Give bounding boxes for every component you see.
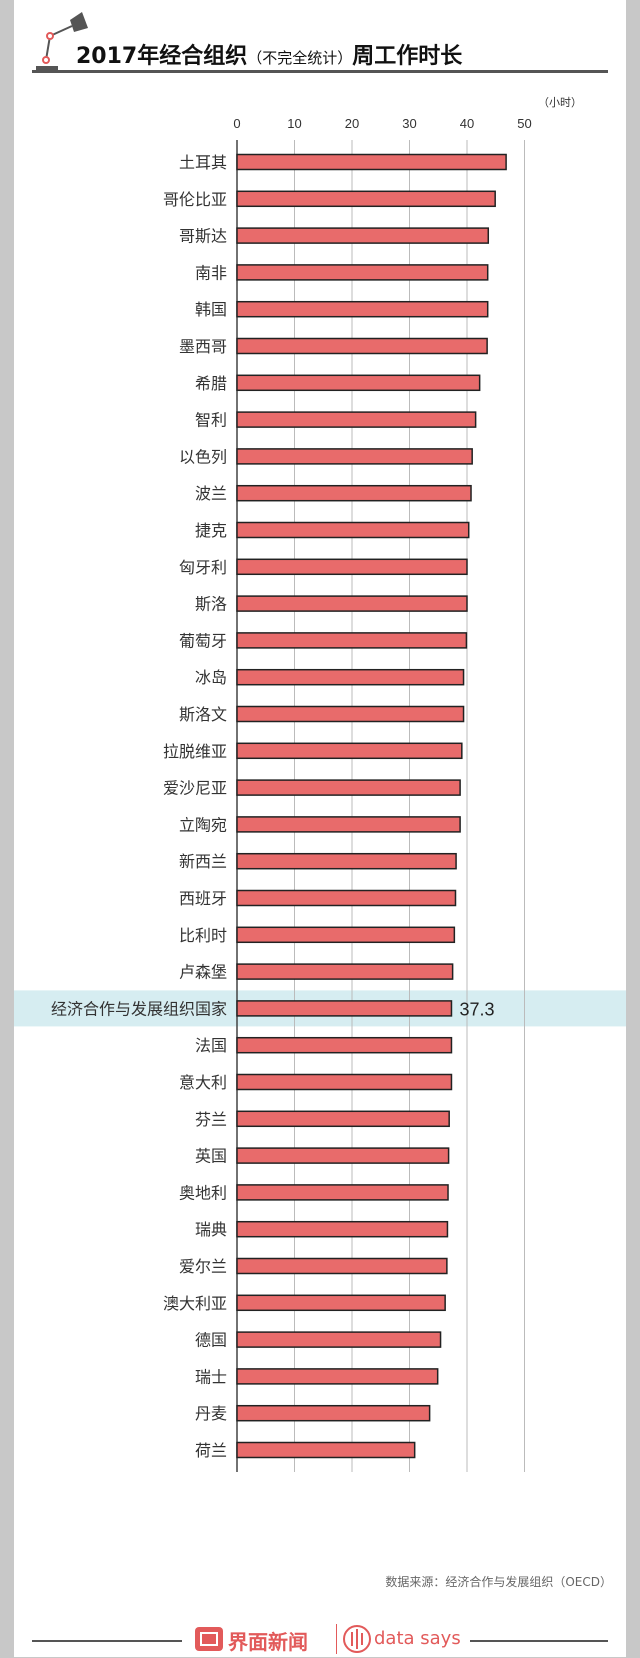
category-label: 韩国	[195, 300, 227, 319]
category-label: 法国	[195, 1036, 227, 1055]
bar	[236, 1257, 448, 1275]
category-label: 斯洛文	[179, 705, 227, 724]
title-main-end: 周工作时长	[352, 44, 463, 69]
source-note: 数据来源：经济合作与发展组织（OECD）	[385, 1575, 612, 1589]
bar	[236, 190, 496, 208]
category-label: 南非	[195, 263, 227, 282]
bar	[236, 705, 465, 723]
category-label: 荷兰	[195, 1441, 227, 1460]
x-tick-label: 0	[233, 116, 240, 131]
category-label: 爱沙尼亚	[163, 779, 227, 798]
category-label: 经济合作与发展组织国家	[51, 999, 227, 1018]
data-label: 37.3	[459, 999, 494, 1019]
category-label: 墨西哥	[179, 337, 227, 356]
bar	[236, 926, 456, 944]
bar	[236, 668, 465, 686]
category-label: 奥地利	[179, 1183, 227, 1202]
footer-rule-left	[32, 1640, 182, 1642]
bar-chart: 0 10 20 30 40 50 土耳其哥伦比亚哥斯达南非韩国墨西哥希腊智利以色列波兰捷克匈…	[14, 116, 626, 1472]
bar	[236, 448, 473, 465]
x-tick-label: 40	[460, 116, 474, 131]
bar	[236, 816, 461, 833]
category-label: 爱尔兰	[179, 1257, 227, 1276]
bar	[236, 1000, 453, 1017]
bar	[236, 1441, 416, 1459]
category-label: 西班牙	[179, 889, 227, 908]
category-label: 瑞士	[195, 1367, 227, 1386]
category-label: 意大利	[179, 1073, 227, 1092]
chart-title: 2017年经合组织（不完全统计）周工作时长	[76, 38, 462, 70]
category-label: 波兰	[195, 484, 227, 503]
title-rule	[32, 70, 608, 73]
category-label: 新西兰	[179, 852, 227, 871]
category-label: 澳大利亚	[163, 1294, 227, 1313]
bar	[236, 521, 470, 539]
category-label: 瑞典	[195, 1220, 227, 1239]
bar	[236, 1147, 450, 1164]
bar	[236, 595, 468, 612]
category-label: 比利时	[179, 926, 227, 945]
category-label: 英国	[195, 1147, 227, 1166]
jiemian-logo-icon	[195, 1627, 223, 1651]
bar	[236, 889, 457, 907]
category-label: 哥伦比亚	[163, 190, 227, 209]
category-label: 以色列	[179, 447, 227, 466]
category-label: 葡萄牙	[179, 631, 227, 650]
bar	[236, 1184, 449, 1201]
chart-panel: 2017年经合组织（不完全统计）周工作时长 （小时） 0 10 20 30 40 50 土耳…	[14, 0, 626, 1657]
bar	[236, 1220, 449, 1238]
bar	[236, 1368, 439, 1385]
category-label: 土耳其	[179, 153, 227, 172]
category-label: 立陶宛	[179, 815, 227, 834]
data-says-logo-icon	[343, 1625, 371, 1653]
bar	[236, 1294, 446, 1312]
x-tick-label: 50	[517, 116, 531, 131]
title-sub: （不完全统计）	[247, 49, 353, 67]
desk-lamp-icon	[36, 12, 88, 71]
bar	[236, 1073, 453, 1091]
bar	[236, 632, 468, 649]
bar	[236, 300, 489, 318]
category-label: 丹麦	[195, 1404, 227, 1423]
bar	[236, 153, 507, 171]
bar	[236, 779, 461, 796]
brand-separator	[336, 1624, 337, 1654]
category-label: 拉脱维亚	[163, 742, 227, 761]
category-label: 捷克	[195, 521, 227, 540]
x-tick-label: 20	[345, 116, 359, 131]
category-label: 芬兰	[195, 1110, 227, 1129]
footer-rule-right	[470, 1640, 608, 1642]
bar	[236, 1331, 442, 1348]
category-label: 冰岛	[195, 668, 227, 687]
brand-jiemian: 界面新闻	[228, 1630, 308, 1654]
brand-data-says: data says	[374, 1628, 461, 1649]
title-main-start: 2017年经合组织	[76, 44, 248, 69]
bar	[236, 264, 489, 281]
x-tick-label: 30	[402, 116, 416, 131]
footer: 界面新闻 data says	[14, 1618, 626, 1658]
bar	[236, 1110, 450, 1128]
category-label: 斯洛	[195, 595, 227, 614]
bar	[236, 558, 468, 576]
category-label: 智利	[195, 411, 227, 430]
bar	[236, 1036, 453, 1054]
chart-header: 2017年经合组织（不完全统计）周工作时长	[14, 0, 626, 80]
bar	[236, 963, 454, 980]
x-tick-label: 10	[287, 116, 301, 131]
category-label: 哥斯达	[179, 227, 227, 246]
bar	[236, 374, 481, 392]
bar	[236, 852, 457, 870]
category-label: 希腊	[195, 374, 227, 393]
bar	[236, 411, 477, 428]
category-label: 德国	[195, 1331, 227, 1350]
bar	[236, 742, 463, 760]
bar	[236, 1404, 431, 1422]
category-label: 卢森堡	[179, 963, 227, 982]
bar	[236, 337, 488, 355]
category-label: 匈牙利	[179, 558, 227, 577]
axis-unit-label: （小时）	[538, 96, 582, 109]
bar	[236, 227, 490, 244]
bar	[236, 484, 472, 502]
